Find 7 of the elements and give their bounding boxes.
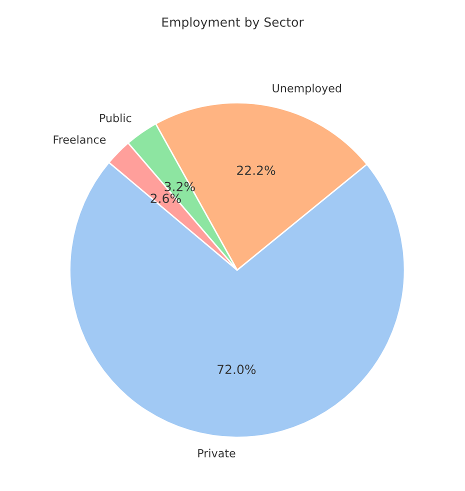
slice-label: Private <box>198 448 236 458</box>
chart-title: Employment by Sector <box>162 17 304 30</box>
slice-label: Freelance <box>54 135 106 144</box>
data-label: 72.0% <box>218 364 256 374</box>
data-label: 22.2% <box>237 166 276 176</box>
slice-label: Public <box>100 114 132 122</box>
slice-label: Unemployed <box>272 84 342 95</box>
